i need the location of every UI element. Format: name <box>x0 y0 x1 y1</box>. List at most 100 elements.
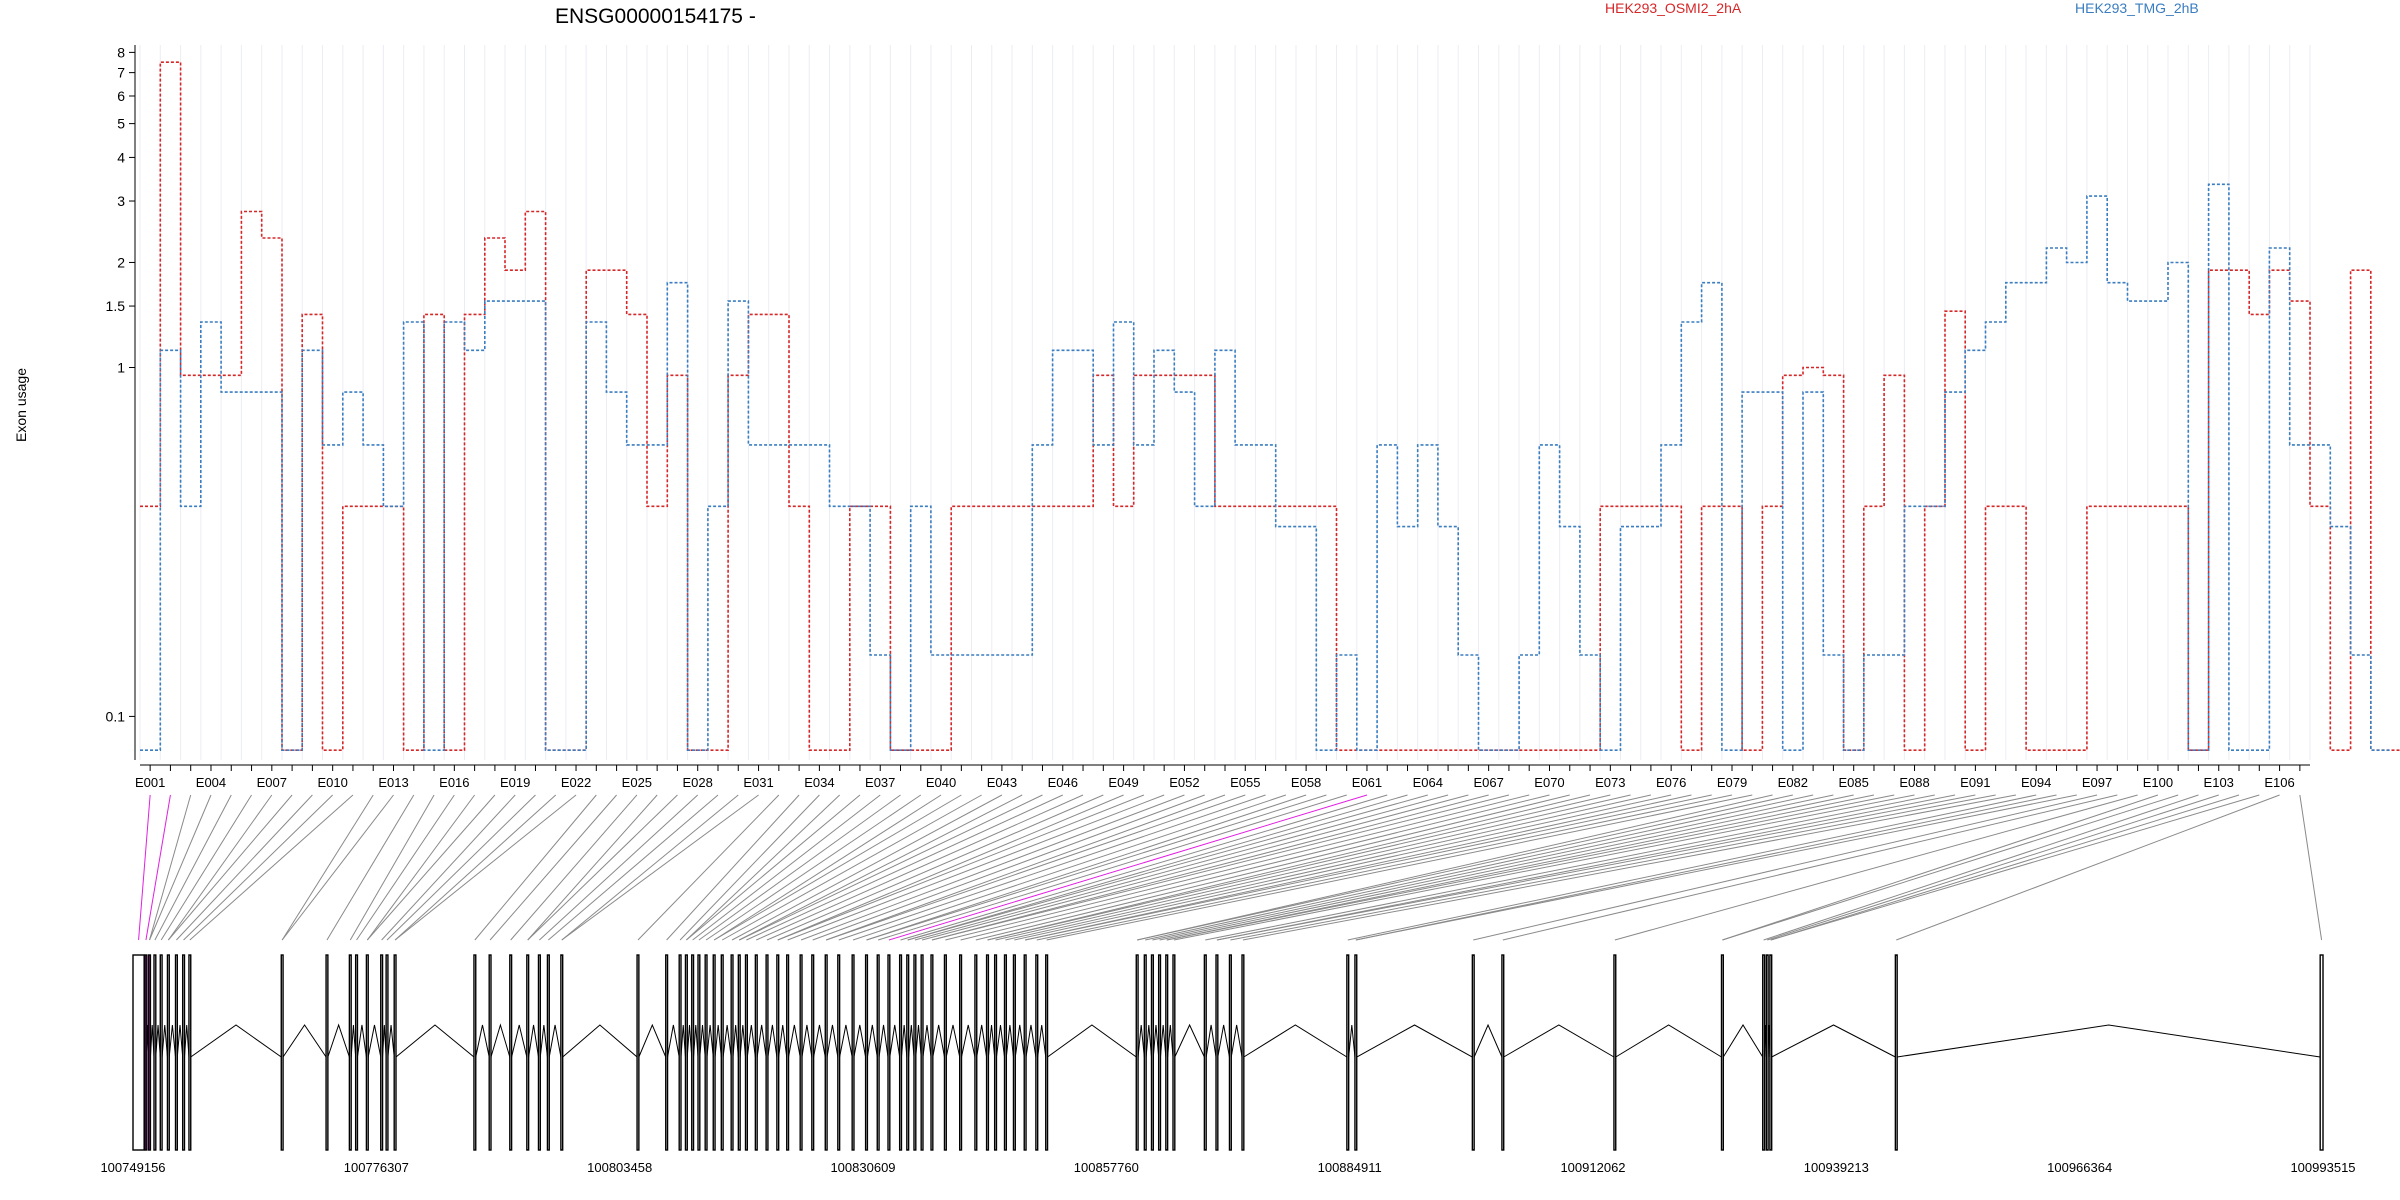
intron-line <box>327 1023 350 1058</box>
exon-tick-label: E016 <box>439 775 469 790</box>
exon-connector <box>888 794 1368 941</box>
exon-box <box>1003 954 1008 1151</box>
legend-entry-osmi2: HEK293_OSMI2_2hA <box>1605 0 1742 16</box>
series-line <box>140 61 2400 751</box>
exon-connector <box>852 794 1286 941</box>
coordinate-label: 100912062 <box>1560 1160 1625 1175</box>
intron-line <box>356 1024 367 1058</box>
exon-connector <box>713 794 962 941</box>
exon-tick-label: E106 <box>2264 775 2294 790</box>
exon-box <box>174 954 179 1151</box>
exon-box <box>1762 954 1766 1151</box>
exon-tick-label: E073 <box>1595 775 1625 790</box>
coordinate-label: 100776307 <box>344 1160 409 1175</box>
exon-tick-label: E067 <box>1473 775 1503 790</box>
series-lines <box>140 61 2400 751</box>
exon-connector-lines <box>138 794 2323 941</box>
intron-line <box>961 1024 976 1058</box>
intron-line <box>562 1024 638 1058</box>
exon-box <box>325 954 329 1151</box>
exon-connector <box>281 794 374 941</box>
exon-box <box>560 954 564 1151</box>
exon-connector <box>510 794 638 941</box>
exon-connector <box>394 794 557 941</box>
intron-line <box>168 1024 177 1058</box>
exon-box <box>665 954 669 1151</box>
exon-box <box>776 954 780 1151</box>
exon-tick-label: E013 <box>378 775 408 790</box>
intron-line <box>1230 1024 1243 1058</box>
exon-box <box>144 954 148 1151</box>
exon-tick-label: E019 <box>500 775 530 790</box>
exon-connector <box>1159 794 1854 941</box>
series-line <box>140 183 2392 751</box>
intron-line <box>1897 1024 2321 1058</box>
intron-line <box>1473 1023 1503 1058</box>
intron-line <box>686 1024 693 1058</box>
exon-connector <box>1355 794 2077 941</box>
intron-line <box>1025 1024 1037 1058</box>
exon-axis: E001 E004 E007 E010 E013 E016 E019 E022 E025 E028… <box>135 764 2310 790</box>
exon-connector <box>698 794 901 941</box>
exon-tick-label: E058 <box>1291 775 1321 790</box>
exon-connector <box>1347 794 2037 941</box>
exon-box <box>546 954 550 1151</box>
exon-tick-label: E037 <box>865 775 895 790</box>
exon-connector <box>1046 794 1753 941</box>
intron-line <box>739 1024 747 1058</box>
y-tick-label: 2 <box>117 254 125 270</box>
exon-box <box>153 954 157 1151</box>
exon-connector <box>149 794 212 941</box>
intron-line <box>1771 1024 1896 1058</box>
exon-connector <box>1014 794 1672 941</box>
intron-line <box>1159 1024 1167 1058</box>
chart-title: ENSG00000154175 - <box>555 5 756 28</box>
exon-box <box>537 954 541 1151</box>
exon-tick-label: E022 <box>561 775 591 790</box>
exon-box <box>678 954 682 1151</box>
intron-line <box>826 1024 839 1058</box>
intron-line <box>1145 1024 1153 1058</box>
exon-tick-label: E091 <box>1960 775 1990 790</box>
exon-box <box>864 954 869 1151</box>
exon-tick-label: E064 <box>1413 775 1443 790</box>
y-tick-label: 0.1 <box>106 708 126 724</box>
exon-connector <box>1502 794 2118 941</box>
exon-connector <box>167 794 273 941</box>
exon-connector <box>686 794 841 941</box>
exon-connector <box>975 794 1570 941</box>
intron-line <box>778 1024 788 1058</box>
exon-box <box>166 954 170 1151</box>
exon-connector <box>281 794 394 941</box>
exon-connector <box>731 794 1003 941</box>
exon-box <box>799 954 803 1151</box>
coordinate-label: 100993515 <box>2290 1160 2355 1175</box>
exon-connector <box>960 794 1550 941</box>
exon-connector <box>921 794 1469 941</box>
intron-line <box>1137 1024 1145 1058</box>
y-tick-label: 1 <box>117 359 125 375</box>
intron-line <box>1037 1024 1047 1058</box>
exon-tick-label: E004 <box>196 775 226 790</box>
exon-connector <box>326 794 415 941</box>
intron-line <box>699 1024 706 1058</box>
exon-connector <box>1166 794 1895 941</box>
intron-line <box>908 1024 915 1058</box>
exon-box <box>348 954 352 1151</box>
exon-box <box>1023 954 1027 1151</box>
exon-connector <box>1896 794 2280 941</box>
exon-box <box>488 954 492 1151</box>
exon-connector <box>746 794 1063 941</box>
exon-connector <box>838 794 1266 941</box>
intron-line <box>282 1024 327 1058</box>
exon-box <box>906 954 910 1151</box>
intron-line <box>1615 1024 1722 1058</box>
intron-line <box>756 1024 767 1058</box>
exon-tick-label: E082 <box>1778 775 1808 790</box>
exon-connector <box>1614 794 2138 941</box>
exon-box <box>393 954 397 1151</box>
exon-box <box>1045 954 1049 1151</box>
intron-line <box>548 1024 562 1058</box>
intron-line <box>987 1024 996 1058</box>
